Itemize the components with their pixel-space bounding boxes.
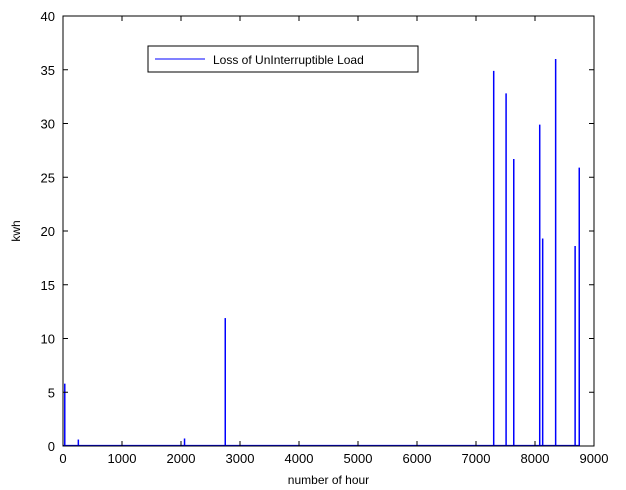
y-tick-label: 35 [41,63,55,78]
x-tick-label: 7000 [462,451,491,466]
x-tick-label: 8000 [521,451,550,466]
x-tick-label: 0 [59,451,66,466]
legend: Loss of UnInterruptible Load [147,45,419,73]
y-tick-label: 30 [41,117,55,132]
y-axis: 0 5 10 15 20 25 30 35 40 [41,9,594,454]
x-tick-label: 4000 [285,451,314,466]
y-tick-label: 10 [41,332,55,347]
x-tick-label: 2000 [167,451,196,466]
y-tick-label: 0 [48,439,55,454]
x-tick-label: 3000 [226,451,255,466]
legend-label: Loss of UnInterruptible Load [213,53,364,67]
x-axis: 0 1000 2000 3000 4000 5000 6000 7000 8000 9000 [59,16,608,466]
y-tick-label: 15 [41,278,55,293]
x-tick-label: 1000 [108,451,137,466]
y-tick-label: 20 [41,224,55,239]
x-axis-label: number of hour [288,473,369,487]
x-tick-label: 9000 [580,451,609,466]
series-layer [63,59,580,447]
y-tick-label: 5 [48,385,55,400]
x-tick-label: 5000 [344,451,373,466]
y-tick-label: 25 [41,170,55,185]
y-axis-label: kwh [9,220,23,241]
x-tick-label: 6000 [403,451,432,466]
y-tick-label: 40 [41,9,55,24]
